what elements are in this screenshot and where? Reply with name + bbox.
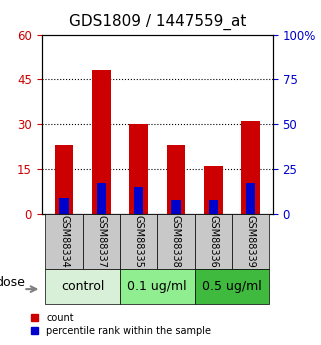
Text: GSM88335: GSM88335 xyxy=(134,215,144,268)
Bar xyxy=(246,184,255,214)
Bar xyxy=(83,214,120,269)
Bar xyxy=(167,145,185,214)
Text: GSM88334: GSM88334 xyxy=(59,215,69,268)
Bar xyxy=(209,199,218,214)
Bar xyxy=(46,214,83,269)
Text: dose: dose xyxy=(0,276,25,289)
Bar xyxy=(97,184,106,214)
Text: 0.5 ug/ml: 0.5 ug/ml xyxy=(202,280,262,293)
Bar xyxy=(232,214,269,269)
Bar xyxy=(171,199,181,214)
Bar xyxy=(129,124,148,214)
Bar xyxy=(59,198,69,214)
Title: GDS1809 / 1447559_at: GDS1809 / 1447559_at xyxy=(69,14,246,30)
Bar xyxy=(120,214,157,269)
Text: control: control xyxy=(61,280,104,293)
Text: GSM88339: GSM88339 xyxy=(246,215,256,268)
Bar xyxy=(241,121,260,214)
Bar xyxy=(204,166,222,214)
Bar xyxy=(92,70,111,214)
Bar xyxy=(134,187,143,214)
Text: GSM88338: GSM88338 xyxy=(171,215,181,268)
Text: 0.1 ug/ml: 0.1 ug/ml xyxy=(127,280,187,293)
Text: GSM88337: GSM88337 xyxy=(96,215,106,268)
Bar xyxy=(55,145,74,214)
Text: GSM88336: GSM88336 xyxy=(208,215,218,268)
Bar xyxy=(120,269,195,304)
Bar xyxy=(195,269,269,304)
Bar xyxy=(157,214,195,269)
Bar xyxy=(195,214,232,269)
Legend: count, percentile rank within the sample: count, percentile rank within the sample xyxy=(30,313,211,336)
Bar xyxy=(46,269,120,304)
